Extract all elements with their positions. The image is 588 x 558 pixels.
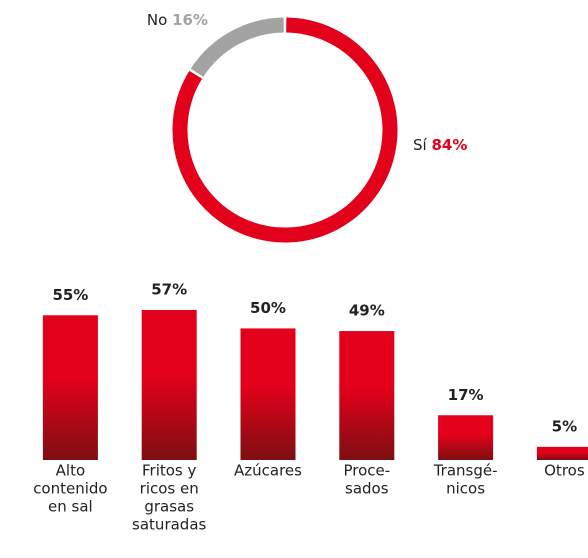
category-label: Alto [56,462,86,480]
bar [240,328,296,460]
value-label: 57% [151,281,187,299]
value-label: 50% [250,299,286,317]
bar [339,331,395,460]
segment-value: 84% [431,136,467,154]
category-label: grasas [144,498,194,516]
value-label: 17% [448,386,484,404]
category-label: Otros [544,462,585,480]
category-label: Transgé- [433,462,498,480]
category-label: sados [345,480,389,498]
category-label: Proce- [343,462,390,480]
bar [438,415,494,460]
donut-segment [190,17,285,77]
segment-label: No 16% [147,11,208,29]
segment-label: Sí 84% [413,136,467,154]
bar [536,446,588,460]
category-label: en sal [48,498,93,516]
category-label: nicos [446,480,485,498]
value-label: 55% [52,286,88,304]
segment-name: No [147,11,167,29]
segment-name: Sí [413,136,428,154]
category-label: Azúcares [234,462,302,480]
segment-value: 16% [172,11,208,29]
category-label: contenido [33,480,107,498]
bar [42,315,98,460]
category-label: saturadas [132,516,206,534]
bar [141,310,197,460]
value-label: 49% [349,302,385,320]
value-label: 5% [552,417,577,435]
category-label: ricos en [140,480,199,498]
category-label: Fritos y [142,462,197,480]
donut-segment [172,17,398,243]
